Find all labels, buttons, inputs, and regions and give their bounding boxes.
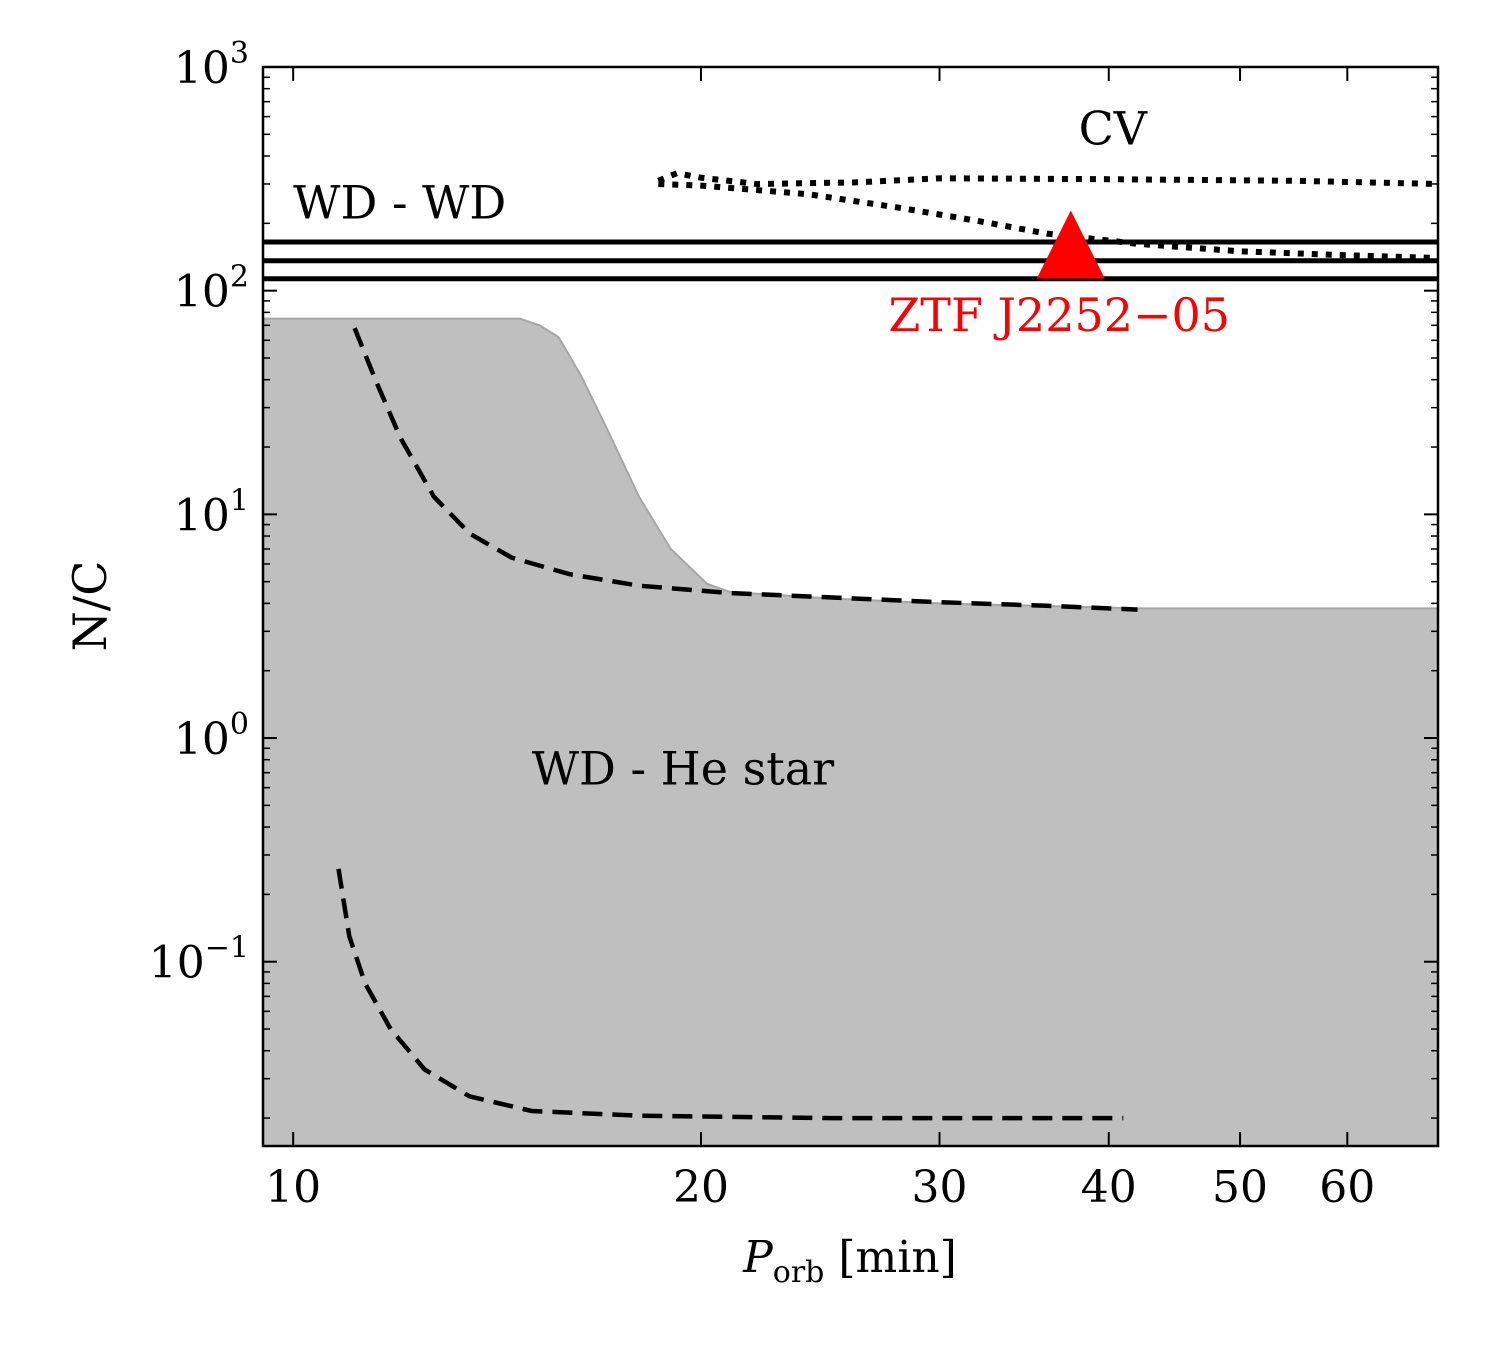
annotation-wd-he-star: WD - He star	[532, 741, 834, 795]
series-lines-layer	[263, 170, 1438, 1121]
series-he-star-track-upper	[352, 327, 1138, 612]
x-axis-label-unit: [min]	[838, 1232, 956, 1283]
x-axis-label-main: P	[742, 1232, 774, 1283]
series-cv-track-upper	[657, 170, 1438, 188]
x-tick-label: 20	[673, 1162, 729, 1213]
shaded-regions-layer	[263, 317, 1438, 1146]
y-tick-label: 101	[174, 483, 249, 541]
x-tick-label: 60	[1319, 1162, 1375, 1213]
y-tick-label: 10−1	[149, 931, 249, 989]
x-axis-label-sub: orb	[773, 1255, 825, 1290]
series-cv-track-lower	[658, 181, 1438, 261]
x-tick-label: 40	[1081, 1162, 1137, 1213]
axis-ticks-layer: 10 20 30 40 50 60 103 102 101 100 10−1	[149, 36, 1439, 1213]
annotation-wd-wd: WD - WD	[293, 176, 506, 230]
y-axis-label: N/C	[63, 561, 117, 652]
x-tick-label: 30	[912, 1162, 968, 1213]
y-tick-label: 100	[174, 707, 249, 765]
annotation-cv: CV	[1079, 102, 1148, 156]
plot-frame	[261, 65, 1440, 1148]
x-tick-label: 10	[265, 1162, 321, 1213]
marker-ztf-j2252-05	[1036, 210, 1105, 279]
series-he-star-track-lower	[336, 868, 1124, 1121]
x-axis-label: Porb [min]	[742, 1232, 957, 1290]
y-tick-label: 103	[174, 36, 249, 94]
x-tick-label: 50	[1212, 1162, 1268, 1213]
region-wd-he-star	[263, 317, 1438, 1146]
annotations-layer: WD - WD CV ZTF J2252−05 WD - He star	[293, 102, 1230, 796]
markers-layer	[1036, 210, 1105, 279]
annotation-ztf-j2252-05: ZTF J2252−05	[888, 288, 1230, 342]
y-tick-label: 102	[174, 260, 249, 318]
